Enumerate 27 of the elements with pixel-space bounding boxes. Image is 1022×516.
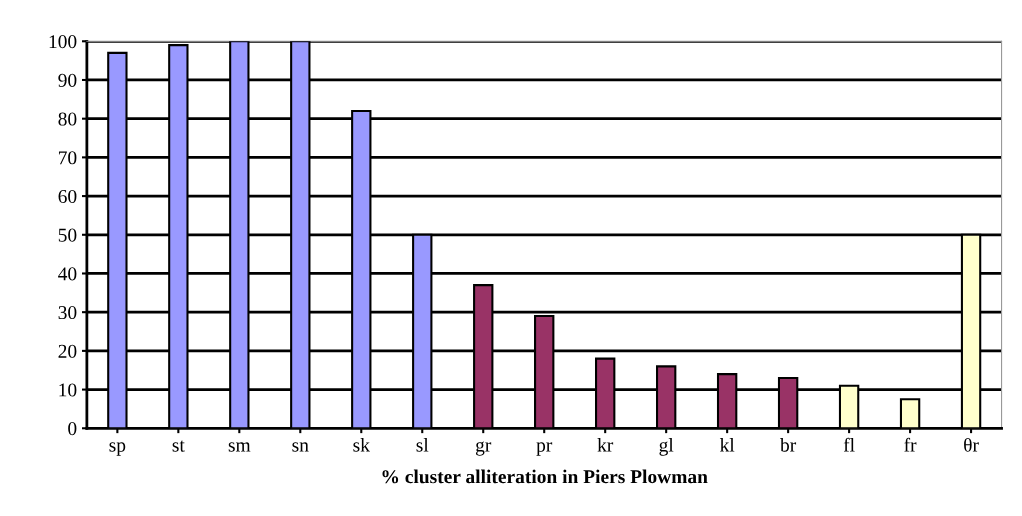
y-tick-label: 40 (58, 267, 77, 281)
y-tick-label: 30 (58, 306, 77, 320)
y-tick-label: 70 (58, 151, 77, 165)
x-tick-label: θr (964, 437, 979, 452)
x-tick-label: sl (416, 438, 429, 452)
x-tick-label: sp (109, 442, 126, 456)
x-tick-label: gl (659, 438, 674, 456)
x-tick-label: br (780, 438, 797, 452)
y-tick-label: 100 (49, 35, 77, 49)
x-tick-label: kr (597, 438, 614, 452)
y-tick-label: 0 (68, 422, 77, 436)
x-tick-label: kl (719, 438, 735, 452)
x-tick-label: sn (292, 442, 309, 452)
y-tick-label: 90 (58, 73, 77, 87)
y-tick-label: 20 (58, 344, 77, 358)
x-tick-label: sk (353, 438, 370, 452)
x-tick-label: pr (536, 442, 553, 456)
x-tick-label: fl (843, 437, 855, 452)
x-tick-label: sm (228, 442, 251, 452)
x-axis-title: % cluster alliteration in Piers Plowman (382, 469, 708, 484)
y-tick-label: 10 (59, 383, 77, 397)
x-tick-label: gr (475, 441, 492, 456)
x-tick-label: st (172, 440, 185, 452)
y-tick-label: 80 (58, 112, 77, 126)
x-tick-label: fr (904, 437, 917, 452)
y-tick-label: 50 (58, 228, 77, 242)
y-tick-label: 60 (58, 189, 77, 204)
